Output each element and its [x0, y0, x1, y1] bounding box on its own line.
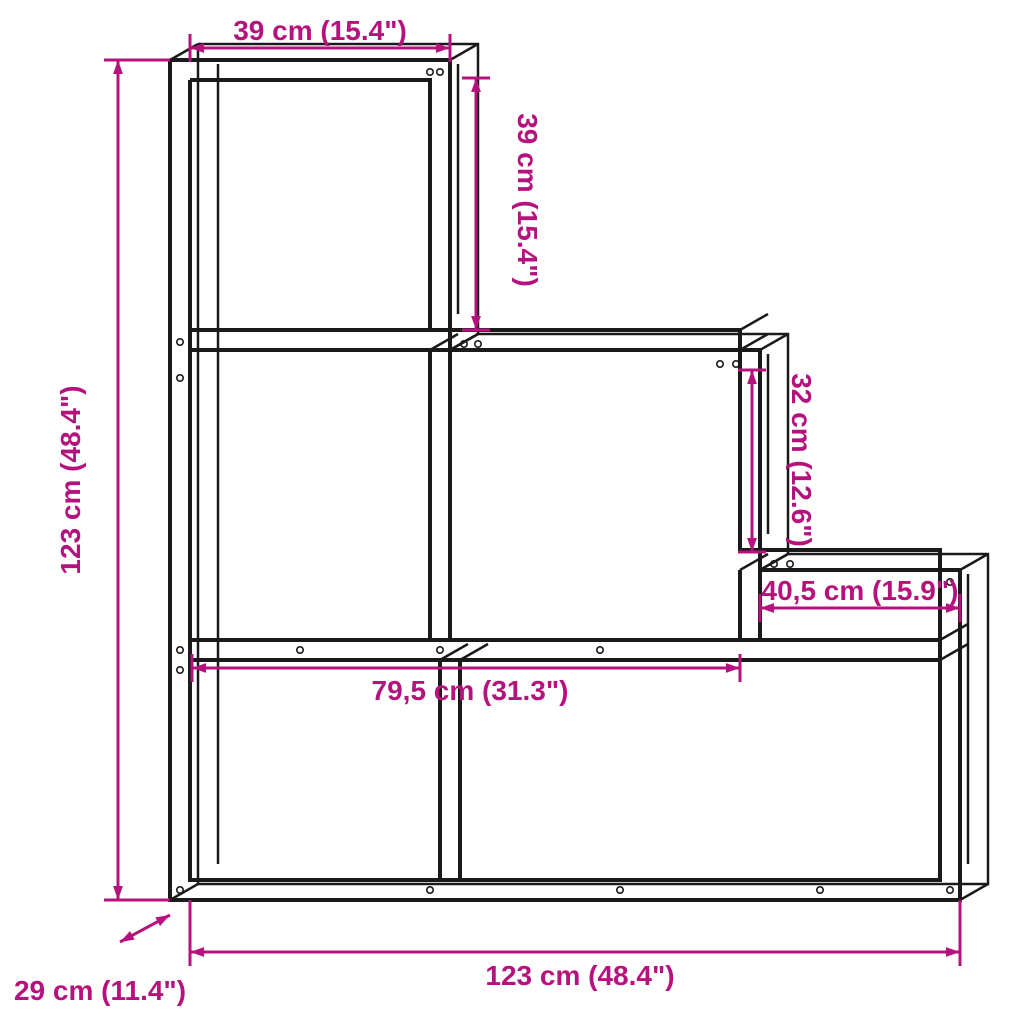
dim-label-top-w: 39 cm (15.4") — [233, 15, 407, 46]
dim-label-total-w: 123 cm (48.4") — [485, 960, 674, 991]
dim-label-mid-h: 32 cm (12.6") — [786, 373, 817, 547]
dim-label-shelf-inner: 79,5 cm (31.3") — [372, 675, 569, 706]
dim-label-total-h: 123 cm (48.4") — [55, 385, 86, 574]
dim-label-depth: 29 cm (11.4") — [14, 975, 186, 1006]
dim-label-step-w: 40,5 cm (15.9") — [762, 575, 959, 606]
dim-label-top-h: 39 cm (15.4") — [512, 113, 543, 287]
